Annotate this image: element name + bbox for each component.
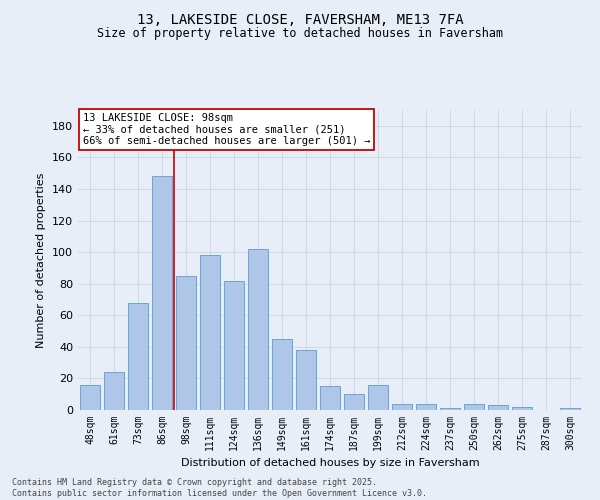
- Bar: [128, 302, 148, 410]
- Bar: [464, 404, 484, 410]
- Bar: [152, 176, 172, 410]
- Bar: [368, 384, 388, 410]
- Bar: [320, 386, 340, 410]
- Text: 13, LAKESIDE CLOSE, FAVERSHAM, ME13 7FA: 13, LAKESIDE CLOSE, FAVERSHAM, ME13 7FA: [137, 12, 463, 26]
- Bar: [248, 249, 268, 410]
- Bar: [200, 256, 220, 410]
- Bar: [176, 276, 196, 410]
- Bar: [392, 404, 412, 410]
- Text: Size of property relative to detached houses in Faversham: Size of property relative to detached ho…: [97, 28, 503, 40]
- Y-axis label: Number of detached properties: Number of detached properties: [37, 172, 46, 348]
- X-axis label: Distribution of detached houses by size in Faversham: Distribution of detached houses by size …: [181, 458, 479, 468]
- Text: Contains HM Land Registry data © Crown copyright and database right 2025.
Contai: Contains HM Land Registry data © Crown c…: [12, 478, 427, 498]
- Bar: [440, 408, 460, 410]
- Bar: [296, 350, 316, 410]
- Bar: [512, 407, 532, 410]
- Bar: [488, 406, 508, 410]
- Bar: [224, 280, 244, 410]
- Bar: [344, 394, 364, 410]
- Bar: [560, 408, 580, 410]
- Bar: [104, 372, 124, 410]
- Text: 13 LAKESIDE CLOSE: 98sqm
← 33% of detached houses are smaller (251)
66% of semi-: 13 LAKESIDE CLOSE: 98sqm ← 33% of detach…: [83, 113, 371, 146]
- Bar: [416, 404, 436, 410]
- Bar: [80, 384, 100, 410]
- Bar: [272, 339, 292, 410]
